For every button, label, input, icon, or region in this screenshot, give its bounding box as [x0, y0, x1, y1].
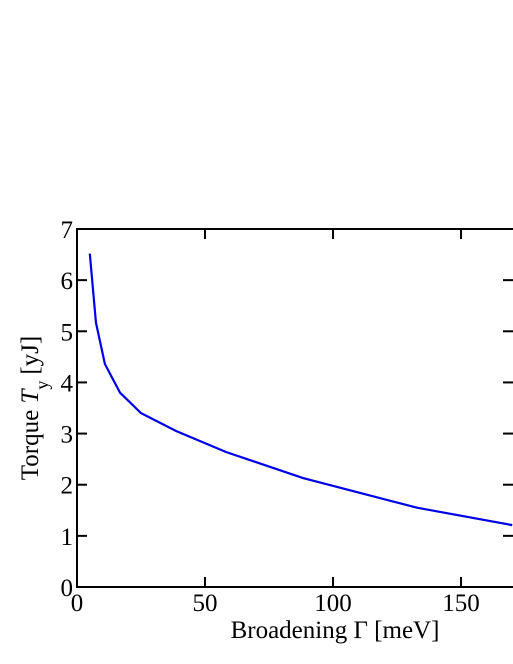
x-axis-label: Broadening Γ [meV]: [231, 617, 440, 644]
x-tick-label: 0: [71, 590, 84, 617]
y-tick-label: 2: [61, 473, 74, 500]
y-tick-label: 5: [61, 319, 74, 346]
y-tick-label: 1: [61, 524, 74, 551]
y-label-symbol: T: [17, 388, 44, 404]
y-tick-label: 0: [61, 575, 74, 602]
data-line: [88, 253, 513, 527]
x-tick-label: 50: [193, 590, 218, 617]
y-label-word: Torque: [17, 410, 44, 480]
y-tick-label: 7: [61, 217, 74, 244]
plot-frame: [76, 228, 513, 588]
y-tick-label: 6: [61, 268, 74, 295]
y-axis-label: Torque Ty [yJ]: [17, 336, 52, 481]
x-tick-label: 150: [442, 590, 480, 617]
y-tick-label: 3: [61, 422, 74, 449]
y-label-subscript: y: [32, 381, 52, 390]
x-tick-label: 100: [314, 590, 352, 617]
y-label-unit: [yJ]: [17, 336, 44, 375]
y-tick-label: 4: [61, 370, 74, 397]
